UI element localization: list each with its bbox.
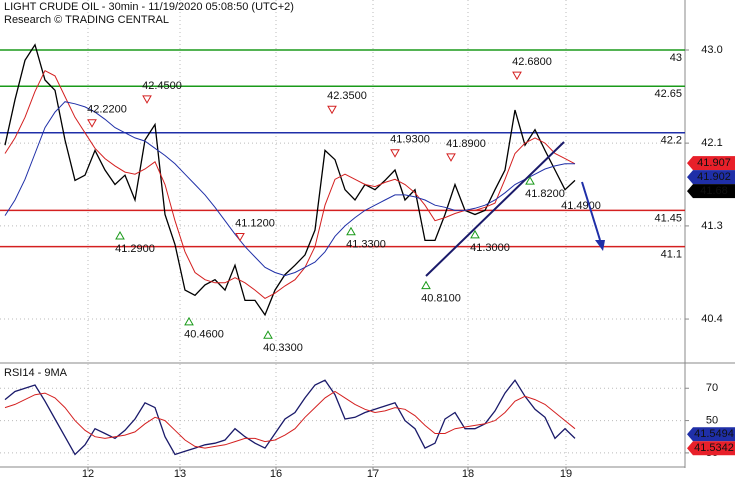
forecast-arrow bbox=[581, 181, 601, 241]
pivot-marker bbox=[115, 230, 125, 240]
pivot-label: 41.4900 bbox=[561, 200, 601, 212]
x-tick-label: 18 bbox=[462, 468, 474, 480]
pivot-marker bbox=[525, 176, 535, 185]
price-marker bbox=[693, 427, 735, 442]
series-line bbox=[4, 70, 576, 299]
level-label: 41.1 bbox=[661, 249, 682, 261]
x-tick-label: 19 bbox=[560, 468, 572, 480]
pivot-label: 41.8900 bbox=[446, 138, 486, 150]
chart-subtitle: Research © TRADING CENTRAL bbox=[4, 14, 169, 26]
price-marker bbox=[693, 184, 735, 199]
x-tick-label: 17 bbox=[367, 468, 379, 480]
y-tick-label: 41.3 bbox=[701, 220, 722, 232]
trend-line bbox=[425, 141, 565, 277]
price-marker-label: 41.5494 bbox=[694, 428, 734, 440]
pivot-marker bbox=[327, 105, 337, 115]
price-marker-tip bbox=[687, 156, 693, 171]
price-marker-tip bbox=[687, 441, 693, 456]
pivot-label: 41.9300 bbox=[390, 134, 430, 146]
pivot-marker bbox=[421, 280, 431, 290]
pivot-label: 40.8100 bbox=[421, 293, 461, 305]
x-tick-label: 13 bbox=[174, 468, 186, 480]
pivot-marker bbox=[235, 233, 245, 242]
y-tick-label: 43.0 bbox=[701, 44, 722, 56]
y-tick-label: 70 bbox=[706, 382, 718, 394]
pivot-label: 41.1200 bbox=[235, 217, 275, 229]
level-label: 42.2 bbox=[661, 135, 682, 147]
pivot-marker bbox=[446, 153, 456, 162]
rsi-panel bbox=[0, 364, 689, 466]
y-tick-label: 42.1 bbox=[701, 137, 722, 149]
level-label: 41.45 bbox=[654, 212, 682, 224]
price-marker-tip bbox=[687, 184, 693, 199]
series-line bbox=[4, 101, 575, 277]
price-marker-tip bbox=[687, 427, 693, 442]
series-line bbox=[4, 43, 576, 317]
series-line bbox=[4, 379, 576, 456]
price-marker-label: 41.5342 bbox=[694, 442, 734, 454]
pivot-label: 41.8200 bbox=[525, 188, 565, 200]
price-marker-label: 41.902 bbox=[697, 171, 731, 183]
pivot-marker bbox=[390, 149, 400, 158]
rsi-title: RSI14 - 9MA bbox=[4, 367, 68, 379]
pivot-label: 42.2200 bbox=[87, 104, 127, 116]
pivot-label: 41.3000 bbox=[470, 242, 510, 254]
price-panel: 43 42.65 42.2 41.45 41.1 42.2200 42.4500 41.290… bbox=[0, 0, 689, 362]
chart-title: LIGHT CRUDE OIL - 30min - 11/19/2020 05:… bbox=[4, 1, 294, 13]
price-marker-label: 41.68 bbox=[700, 185, 728, 197]
pivot-label: 40.4600 bbox=[184, 329, 224, 341]
pivot-marker bbox=[142, 95, 152, 104]
pivot-label: 42.3500 bbox=[327, 90, 367, 102]
series-line bbox=[4, 390, 576, 449]
price-marker-tip bbox=[687, 170, 693, 185]
level-label: 43 bbox=[670, 52, 682, 64]
pivot-marker bbox=[346, 226, 356, 236]
price-marker-label: 41.907 bbox=[697, 157, 731, 169]
x-tick-label: 16 bbox=[270, 468, 282, 480]
pivot-marker bbox=[87, 119, 97, 128]
arrow-head bbox=[595, 240, 605, 251]
pivot-marker bbox=[184, 316, 194, 326]
price-marker bbox=[693, 156, 735, 171]
pivot-label: 41.2900 bbox=[115, 243, 155, 255]
level-label: 42.65 bbox=[654, 88, 682, 100]
pivot-label: 40.3300 bbox=[263, 342, 303, 354]
price-marker bbox=[693, 170, 735, 185]
pivot-marker bbox=[263, 330, 273, 339]
y-tick-label: 40.4 bbox=[701, 313, 722, 325]
price-marker bbox=[693, 441, 735, 456]
pivot-label: 42.6800 bbox=[512, 56, 552, 68]
pivot-label: 41.3300 bbox=[346, 239, 386, 251]
y-tick-label: 50 bbox=[706, 414, 718, 426]
x-tick-label: 12 bbox=[82, 468, 94, 480]
pivot-marker bbox=[470, 229, 480, 239]
pivot-marker bbox=[512, 71, 522, 81]
pivot-label: 42.4500 bbox=[142, 80, 182, 92]
